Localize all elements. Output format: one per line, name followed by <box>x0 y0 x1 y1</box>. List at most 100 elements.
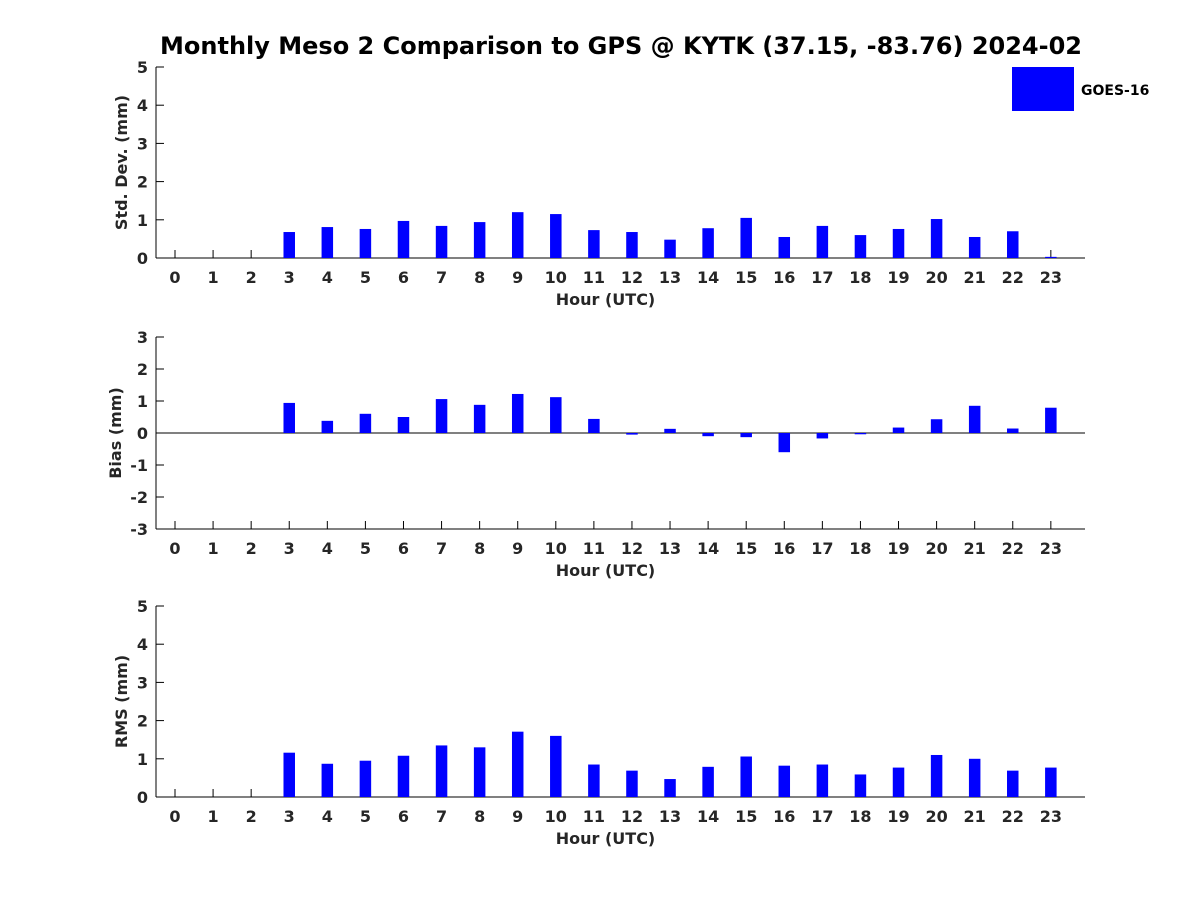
y-tick-label: 5 <box>137 58 148 77</box>
x-tick-label: 13 <box>659 268 681 287</box>
bar-hour-9 <box>511 212 524 258</box>
x-tick-label: 5 <box>360 807 371 826</box>
x-tick-label: 3 <box>284 539 295 558</box>
bar-hour-23 <box>1045 407 1057 433</box>
bar-hour-17 <box>816 225 829 258</box>
bar-hour-3 <box>283 402 295 433</box>
x-tick-label: 23 <box>1040 268 1062 287</box>
bar-hour-14 <box>702 433 714 437</box>
bar-hour-5 <box>359 228 372 258</box>
bar-hour-9 <box>511 731 524 797</box>
y-tick-label: 2 <box>137 173 148 192</box>
bar-hour-19 <box>892 427 905 433</box>
y-tick-label: -3 <box>130 520 148 539</box>
bar-hour-11 <box>588 418 600 433</box>
x-tick-label: 3 <box>284 807 295 826</box>
x-tick-label: 14 <box>697 807 719 826</box>
x-tick-label: 13 <box>659 807 681 826</box>
y-tick-label: -2 <box>130 488 148 507</box>
bar-hour-17 <box>816 433 829 439</box>
bar-hour-3 <box>283 752 295 797</box>
bar-hour-15 <box>740 433 752 438</box>
x-tick-label: 8 <box>474 539 485 558</box>
x-tick-label: 22 <box>1002 539 1024 558</box>
bar-hour-13 <box>664 239 676 258</box>
bar-hour-14 <box>702 766 714 797</box>
x-tick-label: 9 <box>512 807 523 826</box>
x-tick-label: 17 <box>811 807 833 826</box>
x-tick-label: 17 <box>811 268 833 287</box>
bar-hour-23 <box>1045 256 1057 258</box>
x-tick-label: 4 <box>322 807 333 826</box>
x-tick-label: 23 <box>1040 807 1062 826</box>
y-tick-label: -1 <box>130 456 148 475</box>
x-tick-label: 7 <box>436 268 447 287</box>
x-tick-label: 23 <box>1040 539 1062 558</box>
x-tick-label: 14 <box>697 268 719 287</box>
bar-hour-6 <box>397 220 410 258</box>
x-tick-label: 20 <box>925 268 947 287</box>
y-tick-label: 1 <box>137 750 148 769</box>
x-tick-label: 10 <box>545 268 567 287</box>
x-tick-label: 11 <box>583 268 605 287</box>
x-tick-label: 4 <box>322 539 333 558</box>
x-tick-label: 19 <box>887 807 909 826</box>
bar-hour-11 <box>588 764 600 797</box>
bar-hour-13 <box>664 779 676 797</box>
x-tick-label: 19 <box>887 268 909 287</box>
bar-hour-7 <box>435 745 448 797</box>
bar-hour-14 <box>702 228 714 258</box>
y-tick-label: 1 <box>137 392 148 411</box>
y-tick-label: 2 <box>137 712 148 731</box>
x-tick-label: 7 <box>436 807 447 826</box>
bar-hour-23 <box>1045 767 1057 797</box>
y-tick-label: 5 <box>137 597 148 616</box>
y-tick-label: 4 <box>137 635 148 654</box>
y-tick-label: 2 <box>137 360 148 379</box>
x-tick-label: 11 <box>583 539 605 558</box>
x-tick-label: 11 <box>583 807 605 826</box>
bar-hour-18 <box>854 774 867 797</box>
x-tick-label: 20 <box>925 807 947 826</box>
x-tick-label: 18 <box>849 268 871 287</box>
y-tick-label: 3 <box>137 134 148 153</box>
x-tick-label: 6 <box>398 807 409 826</box>
bar-hour-12 <box>626 433 638 435</box>
x-tick-label: 2 <box>246 268 257 287</box>
x-tick-label: 20 <box>925 539 947 558</box>
bar-hour-7 <box>435 399 448 433</box>
x-tick-label: 4 <box>322 268 333 287</box>
x-tick-label: 3 <box>284 268 295 287</box>
x-tick-label: 10 <box>545 807 567 826</box>
bar-hour-8 <box>473 747 486 797</box>
bar-hour-8 <box>473 404 486 433</box>
bar-hour-4 <box>321 420 334 433</box>
bar-hour-19 <box>892 767 905 797</box>
bar-hour-8 <box>473 222 486 258</box>
y-tick-label: 3 <box>137 673 148 692</box>
x-tick-label: 12 <box>621 807 643 826</box>
x-tick-label: 0 <box>169 268 180 287</box>
bar-hour-16 <box>778 765 791 797</box>
bar-hour-10 <box>550 735 562 797</box>
x-axis-label: Hour (UTC) <box>556 290 656 309</box>
x-tick-label: 5 <box>360 539 371 558</box>
y-tick-label: 0 <box>137 788 148 807</box>
bar-hour-12 <box>626 232 638 258</box>
x-tick-label: 12 <box>621 539 643 558</box>
x-tick-label: 22 <box>1002 268 1024 287</box>
rms-mm-axis-label: RMS (mm) <box>112 655 131 748</box>
x-tick-label: 8 <box>474 268 485 287</box>
bar-hour-21 <box>968 405 981 433</box>
x-tick-label: 18 <box>849 539 871 558</box>
y-tick-label: 0 <box>137 424 148 443</box>
x-tick-label: 6 <box>398 268 409 287</box>
x-tick-label: 21 <box>964 807 986 826</box>
bias-mm-axis-label: Bias (mm) <box>106 387 125 479</box>
bar-hour-20 <box>930 419 943 433</box>
x-tick-label: 7 <box>436 539 447 558</box>
x-tick-label: 1 <box>208 268 219 287</box>
chart-title: Monthly Meso 2 Comparison to GPS @ KYTK … <box>160 32 1082 60</box>
